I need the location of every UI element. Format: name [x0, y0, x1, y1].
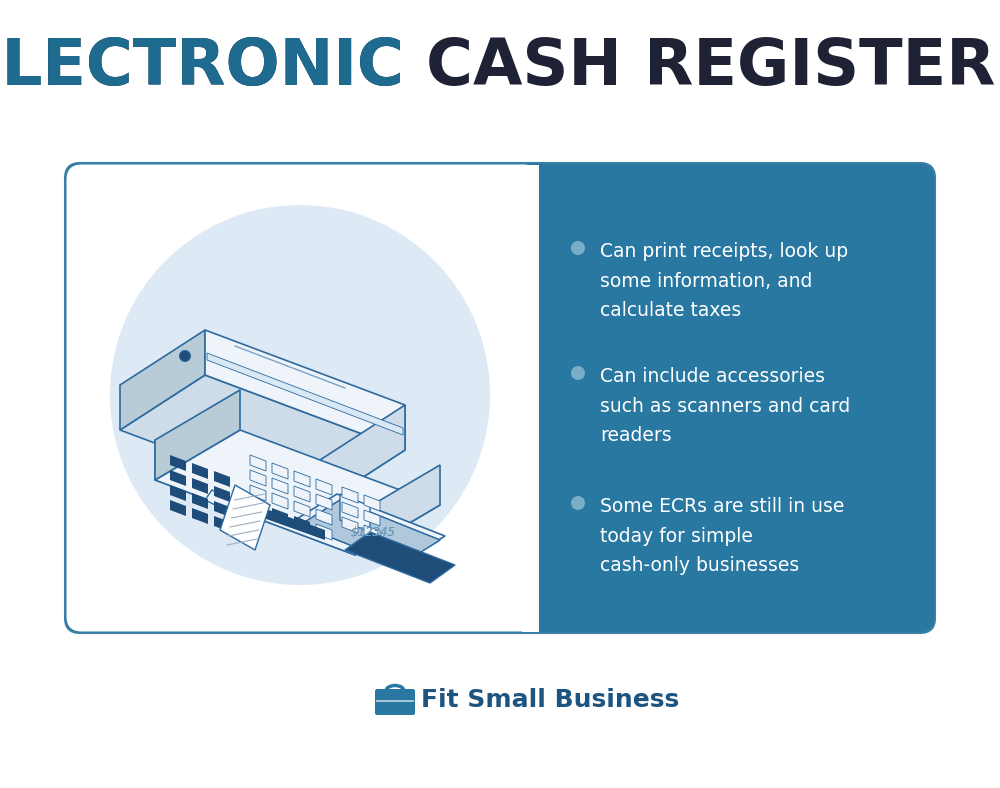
Polygon shape	[342, 517, 358, 533]
Polygon shape	[342, 502, 358, 518]
Polygon shape	[155, 440, 355, 555]
Polygon shape	[300, 500, 440, 565]
Polygon shape	[364, 510, 380, 526]
Polygon shape	[364, 495, 380, 511]
Circle shape	[571, 366, 585, 380]
Polygon shape	[340, 494, 370, 532]
Polygon shape	[120, 330, 205, 430]
Polygon shape	[294, 471, 310, 487]
Text: ELECTRONIC: ELECTRONIC	[0, 36, 404, 98]
Polygon shape	[155, 430, 440, 555]
Polygon shape	[170, 500, 186, 516]
Polygon shape	[170, 455, 186, 471]
Circle shape	[180, 351, 190, 362]
Polygon shape	[355, 465, 440, 555]
Polygon shape	[170, 470, 186, 486]
FancyBboxPatch shape	[65, 163, 935, 633]
Polygon shape	[192, 493, 208, 509]
Polygon shape	[294, 501, 310, 517]
Text: $12345: $12345	[351, 526, 396, 540]
Polygon shape	[345, 532, 455, 583]
Polygon shape	[214, 501, 230, 517]
FancyBboxPatch shape	[66, 165, 538, 631]
Polygon shape	[250, 485, 266, 501]
Polygon shape	[192, 478, 208, 494]
Polygon shape	[192, 508, 208, 524]
Polygon shape	[214, 471, 230, 487]
Polygon shape	[120, 375, 405, 505]
Polygon shape	[364, 525, 380, 541]
Polygon shape	[170, 485, 186, 501]
Polygon shape	[272, 478, 288, 494]
Circle shape	[571, 496, 585, 510]
Bar	[522, 165, 539, 631]
Text: Fit Small Business: Fit Small Business	[421, 688, 679, 712]
Polygon shape	[316, 494, 332, 510]
Text: Can print receipts, look up
some information, and
calculate taxes: Can print receipts, look up some informa…	[600, 242, 848, 320]
Polygon shape	[214, 516, 230, 532]
Polygon shape	[214, 486, 230, 502]
Text: $12345: $12345	[351, 526, 396, 540]
Polygon shape	[155, 390, 240, 480]
Text: Some ECRs are still in use
today for simple
cash-only businesses: Some ECRs are still in use today for sim…	[600, 497, 844, 575]
Polygon shape	[294, 516, 310, 532]
Polygon shape	[250, 500, 266, 516]
FancyBboxPatch shape	[375, 689, 415, 715]
Polygon shape	[294, 486, 310, 502]
Polygon shape	[342, 487, 358, 503]
Polygon shape	[295, 494, 445, 562]
Text: Can include accessories
such as scanners and card
readers: Can include accessories such as scanners…	[600, 367, 850, 445]
Polygon shape	[272, 493, 288, 509]
Polygon shape	[272, 463, 288, 479]
Polygon shape	[250, 470, 266, 486]
Polygon shape	[316, 524, 332, 540]
Polygon shape	[220, 485, 270, 550]
Circle shape	[571, 241, 585, 255]
Polygon shape	[205, 330, 405, 450]
Circle shape	[110, 205, 490, 585]
Polygon shape	[250, 455, 266, 471]
Polygon shape	[207, 353, 403, 435]
Polygon shape	[316, 509, 332, 525]
Polygon shape	[192, 463, 208, 479]
Polygon shape	[255, 505, 325, 540]
Polygon shape	[272, 508, 288, 524]
Text: ELECTRONIC CASH REGISTERS: ELECTRONIC CASH REGISTERS	[0, 36, 1000, 98]
Polygon shape	[320, 405, 405, 505]
Polygon shape	[205, 490, 257, 522]
Polygon shape	[316, 479, 332, 495]
Polygon shape	[300, 500, 440, 565]
